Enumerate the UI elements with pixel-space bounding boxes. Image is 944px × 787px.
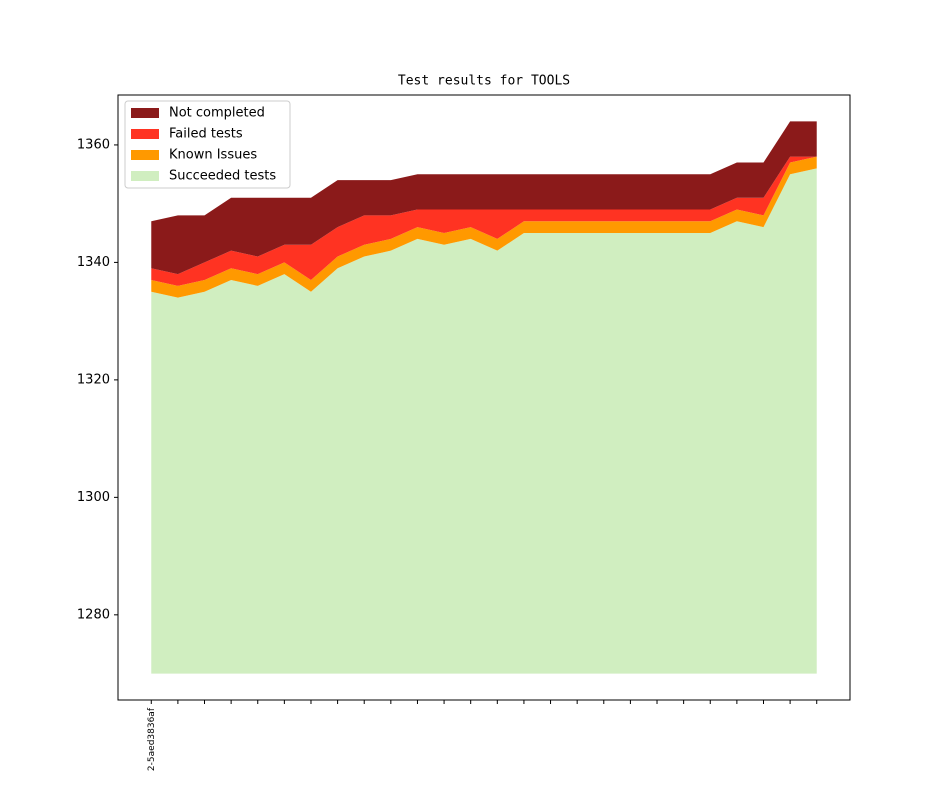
- legend-label: Not completed: [169, 106, 265, 121]
- legend-box: [124, 100, 291, 189]
- y-tick-label: 1300: [77, 490, 110, 505]
- y-tick-label: 1280: [77, 607, 110, 622]
- legend-label: Known Issues: [169, 148, 257, 163]
- area: [151, 121, 817, 275]
- legend-label: Failed tests: [169, 127, 243, 142]
- legend-swatch: [131, 129, 159, 139]
- plot-frame: [117, 94, 851, 701]
- area: [151, 156, 817, 286]
- chart-title: Test results for TOOLS: [398, 74, 570, 89]
- legend-label: Succeeded tests: [169, 169, 276, 184]
- x-tick-label: 2-5aed3836af: [147, 707, 157, 771]
- y-tick-label: 1360: [77, 137, 110, 152]
- legend-swatch: [131, 108, 159, 118]
- area: [151, 168, 817, 674]
- y-tick-label: 1340: [77, 255, 110, 270]
- y-tick-label: 1320: [77, 372, 110, 387]
- area: [151, 156, 817, 298]
- legend-swatch: [131, 171, 159, 181]
- legend: Not completed Failed tests Known Issues Suc…: [124, 100, 291, 189]
- legend-swatch: [131, 150, 159, 160]
